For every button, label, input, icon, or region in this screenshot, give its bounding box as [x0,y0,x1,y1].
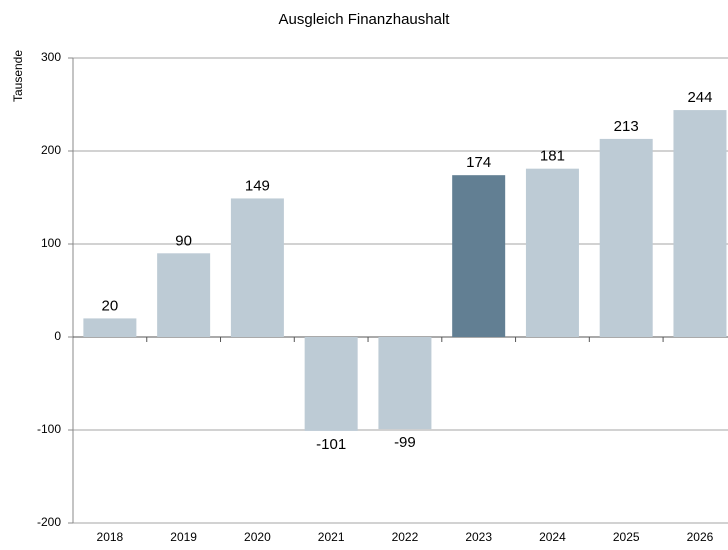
chart-title: Ausgleich Finanzhaushalt [279,11,451,28]
x-tick-label: 2026 [687,530,714,544]
bar [525,168,579,337]
value-label: 90 [175,232,192,249]
bar [83,318,137,337]
x-tick-label: 2020 [244,530,271,544]
y-axis-label: Tausende [11,50,25,102]
bar [673,110,727,337]
bar [304,337,358,431]
x-tick-label: 2018 [97,530,124,544]
value-label: 20 [102,297,119,314]
bar [599,138,653,337]
value-label: -101 [316,436,346,453]
value-label: 174 [466,154,491,171]
x-tick-label: 2019 [170,530,197,544]
value-label: 181 [540,148,565,165]
value-label: 244 [687,89,712,106]
x-tick-label: 2021 [318,530,345,544]
y-tick-label: -200 [37,515,61,529]
y-tick-label: 200 [41,143,61,157]
bar [378,337,432,430]
y-tick-label: 100 [41,236,61,250]
bar [452,175,506,337]
value-label: 149 [245,177,270,194]
bar [230,198,284,337]
x-tick-label: 2025 [613,530,640,544]
y-tick-label: -100 [37,422,61,436]
y-tick-label: 300 [41,50,61,64]
value-label: 213 [614,118,639,135]
bar [157,253,211,337]
x-tick-label: 2022 [392,530,419,544]
value-label: -99 [394,434,416,451]
y-tick-label: 0 [54,329,61,343]
x-tick-label: 2024 [539,530,566,544]
x-tick-label: 2023 [465,530,492,544]
